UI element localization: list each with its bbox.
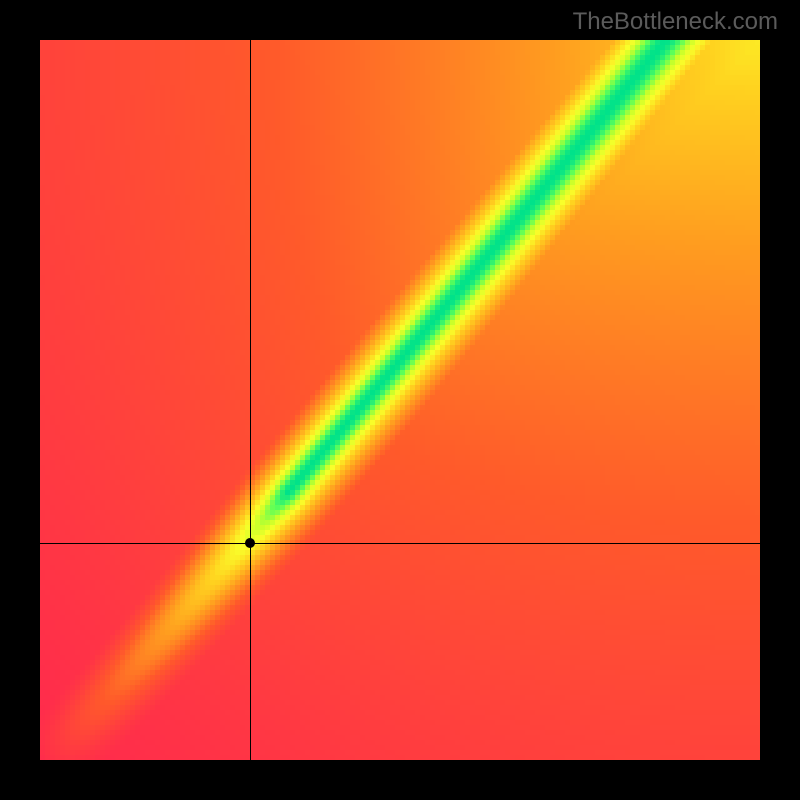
heatmap-plot [40, 40, 760, 760]
crosshair-horizontal [40, 543, 760, 544]
crosshair-vertical [250, 40, 251, 760]
crosshair-dot [245, 538, 255, 548]
watermark-text: TheBottleneck.com [573, 8, 778, 36]
heatmap-canvas [40, 40, 760, 760]
